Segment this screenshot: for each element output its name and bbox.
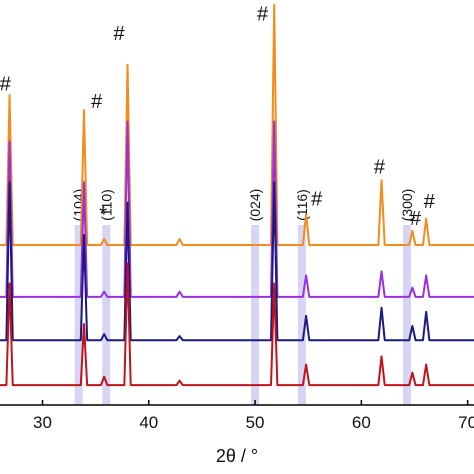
- band: [74, 225, 83, 405]
- band: [403, 225, 412, 405]
- band-label: (300): [399, 189, 415, 222]
- x-tick-label: 60: [352, 413, 371, 432]
- peak-marker: #: [311, 188, 323, 210]
- peak-marker: #: [424, 191, 436, 213]
- annotations: ########*: [0, 3, 436, 230]
- x-tick-label: 50: [246, 413, 265, 432]
- band-label: (110): [98, 189, 114, 221]
- peak-marker: #: [0, 73, 12, 95]
- x-tick-label: 30: [33, 413, 52, 432]
- band: [297, 225, 306, 405]
- peak-marker: #: [91, 91, 103, 113]
- peak-marker: #: [374, 156, 386, 178]
- lines: [0, 3, 474, 387]
- x-axis: 30 40 50 60 70: [0, 400, 474, 432]
- x-tick-label: 40: [139, 413, 158, 432]
- band: [251, 225, 260, 405]
- band-label: (024): [247, 189, 263, 222]
- band: [102, 225, 111, 405]
- peak-marker: *: [99, 203, 107, 225]
- data-line: [0, 181, 474, 342]
- data-line: [0, 120, 474, 298]
- data-line: [0, 262, 474, 387]
- peak-marker: #: [113, 23, 125, 45]
- x-tick-label: 70: [458, 413, 474, 432]
- bands: (104) (110) (024) (116) (300): [71, 189, 415, 405]
- band-label: (116): [294, 189, 310, 221]
- data-line: [0, 3, 474, 247]
- peak-marker: #: [257, 3, 269, 25]
- x-axis-title: 2θ / °: [216, 446, 258, 466]
- peak-marker: #: [410, 208, 422, 230]
